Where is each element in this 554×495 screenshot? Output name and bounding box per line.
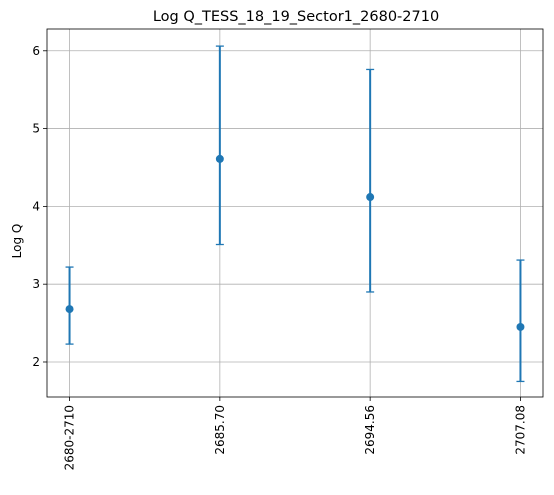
data-point xyxy=(366,193,375,202)
x-tick-label: 2685.70 xyxy=(213,405,227,455)
x-tick-label: 2680-2710 xyxy=(63,405,77,470)
y-axis-label: Log Q xyxy=(10,224,24,259)
plot-marks xyxy=(65,45,525,383)
data-point-group xyxy=(65,266,74,345)
data-point-group xyxy=(215,45,224,246)
grid xyxy=(47,29,543,397)
y-tick-label: 4 xyxy=(32,199,40,213)
y-tick-label: 3 xyxy=(32,277,40,291)
chart-title: Log Q_TESS_18_19_Sector1_2680-2710 xyxy=(153,9,439,25)
x-tick-label: 2707.08 xyxy=(513,405,527,455)
data-point xyxy=(215,154,224,163)
y-tick-label: 2 xyxy=(32,355,40,369)
axes: 2 3 4 5 6 2680-2710 2685.70 2694.56 2707.08 xyxy=(32,28,544,470)
data-point xyxy=(65,305,74,314)
y-tick-label: 5 xyxy=(32,122,40,136)
plot-frame xyxy=(46,28,544,398)
x-tick-label: 2694.56 xyxy=(363,405,377,455)
data-point-group xyxy=(516,259,525,383)
data-point xyxy=(516,322,525,331)
y-tick-label: 6 xyxy=(32,44,40,58)
data-point-group xyxy=(366,68,375,293)
